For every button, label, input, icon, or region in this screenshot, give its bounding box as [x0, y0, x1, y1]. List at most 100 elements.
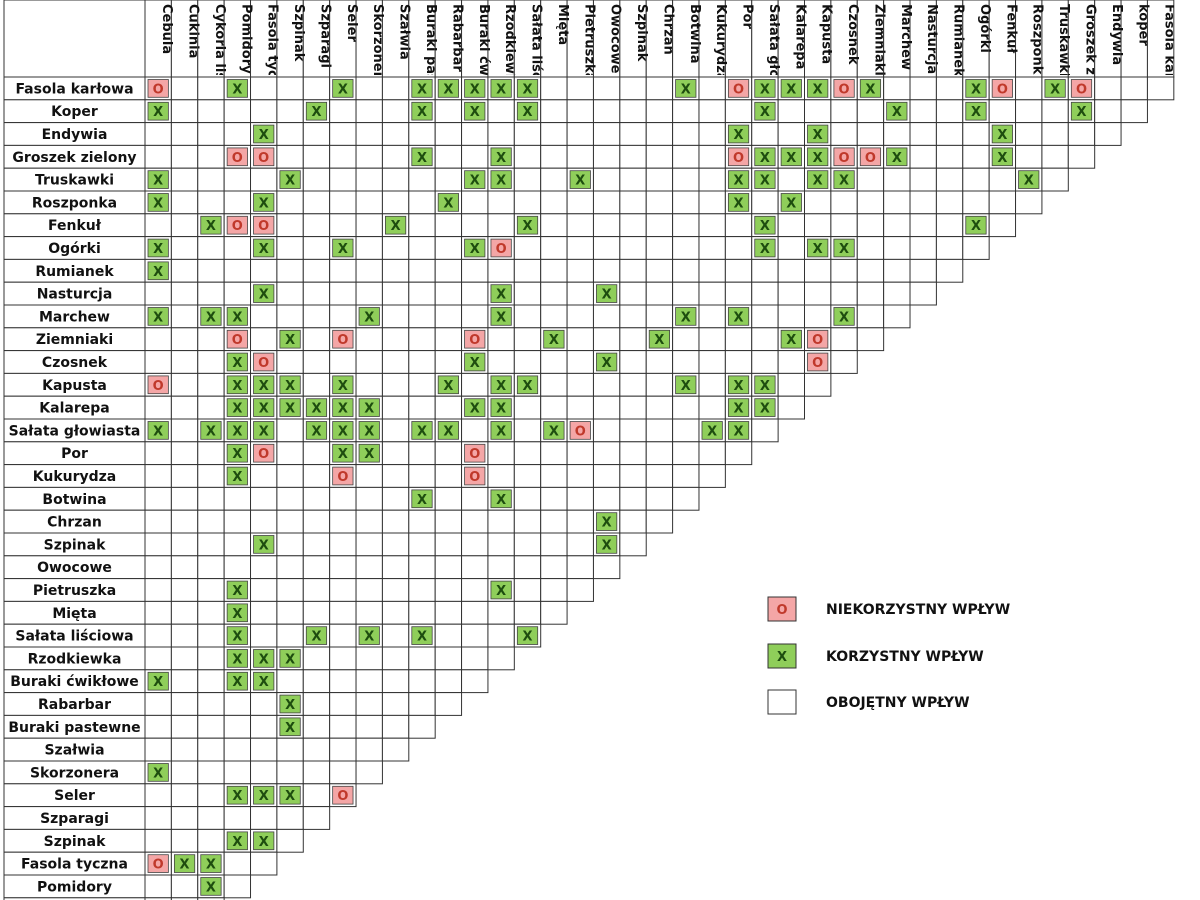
table-cell	[513, 418, 542, 443]
favorable-cell-mark	[411, 626, 433, 645]
column-header-cell	[487, 0, 515, 78]
favorable-cell-mark	[1044, 79, 1066, 98]
favorable-mark-symbol: X	[496, 82, 506, 97]
column-label: Pomidory	[238, 4, 253, 74]
favorable-cell-mark	[965, 79, 987, 98]
favorable-cell-mark	[147, 421, 169, 440]
favorable-cell-mark	[279, 398, 301, 417]
table-cell	[540, 258, 568, 283]
favorable-mark-symbol: X	[496, 424, 506, 439]
table-cell	[777, 213, 805, 238]
table-cell	[276, 600, 304, 625]
table-cell	[592, 555, 621, 580]
table-cell	[566, 99, 594, 124]
favorable-mark-symbol: X	[232, 356, 242, 371]
favorable-mark-symbol: X	[575, 174, 585, 189]
table-cell	[962, 144, 990, 169]
table-cell	[672, 258, 700, 283]
table-cell	[830, 258, 858, 283]
table-cell	[672, 441, 700, 466]
table-cell	[434, 213, 463, 238]
column-header-cell	[408, 0, 436, 78]
favorable-cell-mark	[226, 307, 248, 326]
table-cell	[540, 555, 568, 580]
table-cell	[645, 486, 674, 511]
row-label: Skorzonera	[30, 765, 119, 781]
table-cell	[381, 509, 410, 534]
table-cell	[250, 258, 278, 283]
favorable-cell-mark	[833, 170, 855, 189]
table-cell	[540, 464, 568, 488]
unfavorable-cell-mark	[147, 79, 169, 98]
table-cell	[355, 327, 383, 352]
row-label: Szałwia	[44, 743, 104, 759]
table-cell	[170, 646, 199, 671]
table-cell	[223, 281, 252, 306]
table-cell	[1120, 99, 1148, 124]
favorable-cell-mark	[648, 329, 670, 349]
table-cell	[302, 350, 331, 374]
favorable-cell-mark	[200, 215, 222, 235]
favorable-cell-mark	[253, 785, 275, 805]
table-cell	[566, 486, 594, 511]
table-cell	[645, 99, 674, 124]
table-cell	[144, 737, 172, 762]
table-cell	[935, 144, 964, 169]
table-cell	[144, 578, 172, 602]
table-cell	[276, 441, 304, 466]
favorable-mark-symbol: X	[734, 174, 744, 189]
table-cell	[540, 190, 568, 215]
table-cell	[355, 760, 383, 785]
favorable-cell-mark	[279, 785, 301, 805]
favorable-cell-mark	[596, 512, 618, 531]
table-cell	[276, 760, 304, 785]
favorable-cell-mark	[147, 671, 169, 691]
table-cell	[250, 167, 278, 192]
table-cell	[434, 395, 463, 420]
favorable-cell-mark	[464, 101, 486, 121]
table-cell	[566, 144, 594, 169]
table-cell	[698, 213, 726, 238]
favorable-cell-mark	[727, 375, 750, 395]
table-cell	[645, 167, 674, 192]
table-cell	[329, 281, 357, 306]
table-cell	[592, 236, 621, 260]
favorable-cell-mark	[437, 193, 459, 212]
favorable-cell-mark	[147, 307, 169, 326]
favorable-mark-symbol: X	[206, 310, 216, 325]
favorable-mark-symbol: X	[602, 288, 612, 303]
favorable-mark-symbol: X	[786, 82, 796, 97]
favorable-mark-symbol: X	[760, 105, 770, 120]
table-cell	[751, 258, 779, 283]
favorable-mark-symbol: X	[259, 196, 269, 211]
favorable-mark-symbol: X	[232, 470, 242, 485]
table-cell	[698, 144, 726, 169]
unfavorable-cell-mark	[727, 79, 750, 98]
table-cell	[540, 236, 568, 260]
unfavorable-mark-symbol: O	[733, 151, 744, 166]
row-label-cell	[3, 897, 146, 900]
table-cell	[329, 99, 357, 124]
table-cell	[144, 623, 172, 648]
favorable-mark-symbol: X	[364, 630, 374, 645]
row-label: Buraki ćwikłowe	[10, 674, 139, 690]
favorable-cell-mark	[253, 535, 275, 554]
table-cell	[355, 600, 383, 625]
table-cell	[355, 692, 383, 716]
unfavorable-mark-symbol: O	[839, 82, 850, 97]
table-cell	[276, 213, 304, 238]
favorable-cell-mark	[596, 352, 618, 372]
table-cell	[513, 578, 542, 602]
table-cell	[408, 441, 436, 466]
favorable-cell-mark	[437, 79, 459, 98]
table-cell	[804, 213, 832, 238]
table-cell	[935, 213, 964, 238]
column-label: Buraki ćwikłowe	[476, 4, 491, 124]
column-label: Roszponka	[1030, 4, 1045, 83]
table-cell	[883, 236, 911, 260]
corner-header-cell	[3, 0, 146, 78]
table-cell	[513, 395, 542, 420]
favorable-mark-symbol: X	[760, 242, 770, 257]
favorable-cell-mark	[358, 398, 380, 417]
table-cell	[883, 122, 911, 146]
